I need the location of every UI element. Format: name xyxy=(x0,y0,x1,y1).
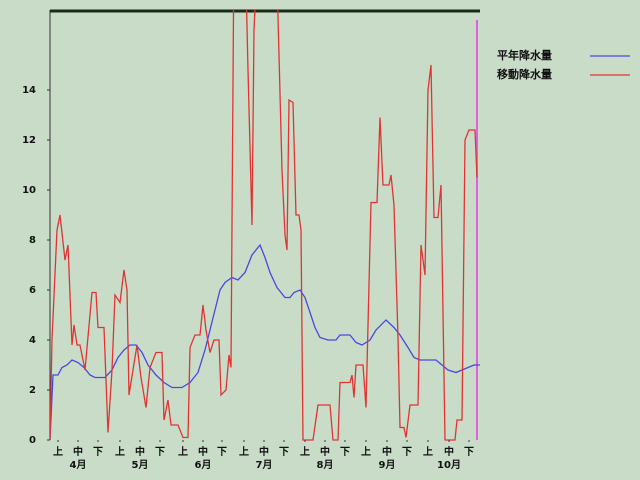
x-tick-label: 中 xyxy=(73,445,83,458)
x-tick-label: 上 xyxy=(239,445,249,458)
month-label: 10月 xyxy=(437,459,461,471)
y-tick-label: 12 xyxy=(22,135,36,146)
x-tick-label: 中 xyxy=(382,445,392,458)
y-tick-label: 10 xyxy=(22,185,36,196)
month-label: 9月 xyxy=(379,459,396,471)
month-label: 6月 xyxy=(195,459,212,471)
x-tick-label: 上 xyxy=(115,445,125,458)
x-tick-label: 中 xyxy=(259,445,269,458)
x-tick-label: 下 xyxy=(402,446,412,458)
y-tick-label: 4 xyxy=(29,335,36,346)
x-tick-label: 上 xyxy=(361,445,371,458)
x-tick-label: 中 xyxy=(135,445,145,458)
x-tick-label: 中 xyxy=(444,445,454,458)
x-tick-label: 上 xyxy=(300,445,310,458)
y-tick-label: 6 xyxy=(29,285,36,296)
x-tick-label: 上 xyxy=(423,445,433,458)
x-tick-label: 中 xyxy=(198,445,208,458)
month-label: 4月 xyxy=(70,459,87,471)
month-label: 7月 xyxy=(256,459,273,471)
y-tick-label: 14 xyxy=(22,85,36,96)
month-label: 8月 xyxy=(317,459,334,471)
x-tick-label: 下 xyxy=(93,446,103,458)
y-tick-label: 8 xyxy=(29,235,36,246)
x-tick-label: 下 xyxy=(217,446,227,458)
y-tick-label: 0 xyxy=(29,435,36,446)
x-tick-label: 上 xyxy=(53,445,63,458)
month-label: 5月 xyxy=(132,459,149,471)
x-tick-label: 下 xyxy=(464,446,474,458)
legend-label: 移動降水量 xyxy=(497,67,552,81)
x-tick-label: 下 xyxy=(155,446,165,458)
y-tick-label: 2 xyxy=(29,385,36,396)
plot-area xyxy=(50,10,480,441)
x-tick-label: 下 xyxy=(279,446,289,458)
x-tick-label: 下 xyxy=(340,446,350,458)
series-line xyxy=(50,10,478,441)
legend-label: 平年降水量 xyxy=(497,48,552,62)
x-tick-label: 中 xyxy=(320,445,330,458)
x-tick-label: 上 xyxy=(178,445,188,458)
